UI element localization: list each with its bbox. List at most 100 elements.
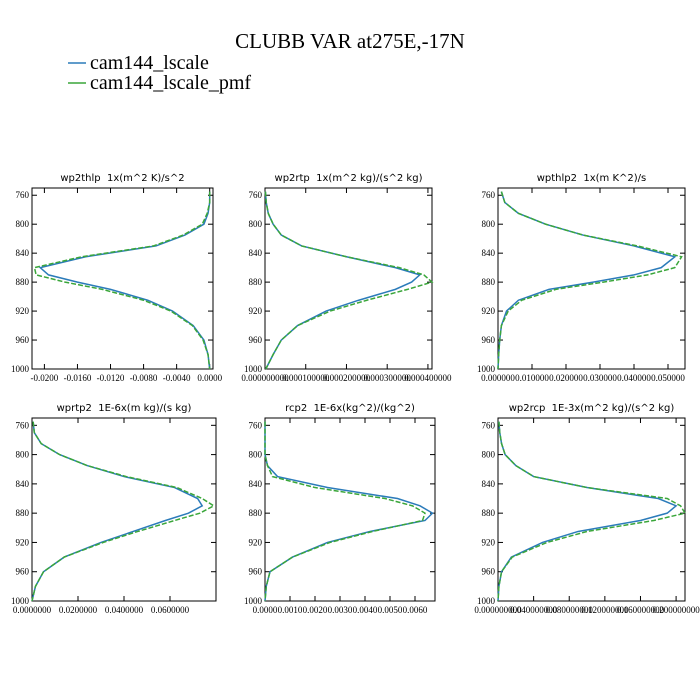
panel-title: wpthlp2 1x(m K^2)/s (537, 173, 647, 184)
y-tick-label: 760 (249, 420, 263, 430)
y-tick-label: 840 (482, 248, 496, 258)
x-tick-label: 0.040000 (617, 373, 651, 383)
y-tick-label: 1000 (244, 596, 263, 606)
x-tick-label: 0.000000000 (474, 605, 522, 615)
series-line (264, 421, 426, 602)
panel-title: wp2rcp 1E-3x(m^2 kg)/(s^2 kg) (509, 403, 675, 414)
y-tick-label: 800 (249, 450, 263, 460)
y-tick-label: 880 (16, 277, 30, 287)
series-line (497, 191, 677, 370)
plot-frame (497, 417, 686, 602)
y-tick-label: 840 (249, 479, 263, 489)
y-tick-label: 960 (482, 567, 496, 577)
x-tick-label: 0.000300000 (364, 373, 412, 383)
x-tick-label: -0.0040 (163, 373, 191, 383)
legend-label: cam144_lscale_pmf (90, 72, 251, 94)
y-tick-label: 800 (16, 450, 30, 460)
plot-frame (31, 417, 217, 602)
x-tick-label: 0.0400000 (105, 605, 144, 615)
x-tick-label: 0.000000 (481, 373, 515, 383)
legend-label: cam144_lscale (90, 52, 209, 74)
x-tick-label: 0.0030 (328, 605, 353, 615)
x-tick-label: 0.0060 (403, 605, 428, 615)
figure-title: CLUBB VAR at275E,-17N (235, 29, 465, 53)
series-line (264, 191, 422, 370)
x-tick-label: 0.050000 (651, 373, 685, 383)
y-tick-label: 960 (16, 335, 30, 345)
x-tick-label: 0.0000 (253, 605, 278, 615)
y-tick-label: 800 (249, 219, 263, 229)
x-tick-label: 0.0010 (278, 605, 303, 615)
x-tick-label: 0.000200000 (323, 373, 371, 383)
panel-title: wp2rtp 1x(m^2 kg)/(s^2 kg) (275, 173, 423, 184)
y-tick-label: 800 (482, 450, 496, 460)
y-tick-label: 840 (16, 248, 30, 258)
y-tick-label: 1000 (477, 364, 496, 374)
series-line (497, 421, 687, 602)
y-tick-label: 880 (249, 277, 263, 287)
panel-title: wprtp2 1E-6x(m kg)/(s kg) (57, 403, 192, 414)
panel-title: wp2thlp 1x(m^2 K)/s^2 (60, 173, 184, 184)
x-tick-label: 0.160000000 (617, 605, 665, 615)
x-tick-label: -0.0160 (64, 373, 92, 383)
y-tick-label: 960 (482, 335, 496, 345)
y-tick-label: 880 (482, 508, 496, 518)
x-tick-label: 0.030000 (583, 373, 617, 383)
x-tick-label: -0.0200 (31, 373, 59, 383)
series-line (497, 421, 678, 602)
plot-frame (264, 417, 436, 602)
y-tick-label: 880 (482, 277, 496, 287)
y-tick-label: 960 (16, 567, 30, 577)
x-tick-label: 0.080000000 (546, 605, 594, 615)
plot-frame (497, 187, 686, 370)
series-line (31, 421, 204, 602)
x-tick-label: 0.0600000 (151, 605, 190, 615)
x-tick-label: 0.020000 (549, 373, 583, 383)
x-tick-label: -0.0120 (97, 373, 125, 383)
x-tick-label: 0.010000 (515, 373, 549, 383)
y-tick-label: 760 (482, 190, 496, 200)
y-tick-label: 920 (249, 306, 263, 316)
series-line (38, 191, 211, 370)
series-line (264, 421, 434, 602)
series-line (264, 191, 434, 370)
y-tick-label: 840 (16, 479, 30, 489)
y-tick-label: 880 (249, 508, 263, 518)
x-tick-label: 0.0000 (197, 373, 222, 383)
y-tick-label: 800 (16, 219, 30, 229)
y-tick-label: 800 (482, 219, 496, 229)
x-tick-label: 0.0020 (303, 605, 328, 615)
x-tick-label: 0.000000000 (241, 373, 289, 383)
y-tick-label: 1000 (244, 364, 263, 374)
y-tick-label: 760 (482, 420, 496, 430)
x-tick-label: 0.0040 (353, 605, 378, 615)
plot-frame (264, 187, 433, 370)
x-tick-label: 0.0000000 (13, 605, 52, 615)
y-tick-label: 920 (16, 537, 30, 547)
y-tick-label: 840 (482, 479, 496, 489)
x-tick-label: 0.200000000 (652, 605, 700, 615)
y-tick-label: 760 (16, 190, 30, 200)
y-tick-label: 960 (249, 567, 263, 577)
plot-frame (31, 187, 214, 370)
x-tick-label: 0.040000000 (510, 605, 558, 615)
x-tick-label: 0.0200000 (59, 605, 98, 615)
x-tick-label: 0.000100000 (282, 373, 330, 383)
x-tick-label: 0.000400000 (404, 373, 452, 383)
series-line (31, 421, 216, 602)
y-tick-label: 920 (482, 537, 496, 547)
x-tick-label: 0.0050 (378, 605, 403, 615)
y-tick-label: 760 (249, 190, 263, 200)
y-tick-label: 960 (249, 335, 263, 345)
y-tick-label: 760 (16, 420, 30, 430)
y-tick-label: 1000 (477, 596, 496, 606)
y-tick-label: 920 (249, 537, 263, 547)
y-tick-label: 920 (482, 306, 496, 316)
series-line (33, 191, 211, 370)
x-tick-label: 0.120000000 (581, 605, 629, 615)
series-line (497, 191, 683, 370)
y-tick-label: 1000 (11, 364, 30, 374)
y-tick-label: 840 (249, 248, 263, 258)
y-tick-label: 1000 (11, 596, 30, 606)
